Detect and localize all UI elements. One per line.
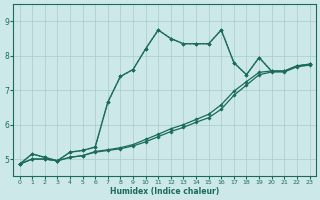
X-axis label: Humidex (Indice chaleur): Humidex (Indice chaleur) xyxy=(110,187,219,196)
